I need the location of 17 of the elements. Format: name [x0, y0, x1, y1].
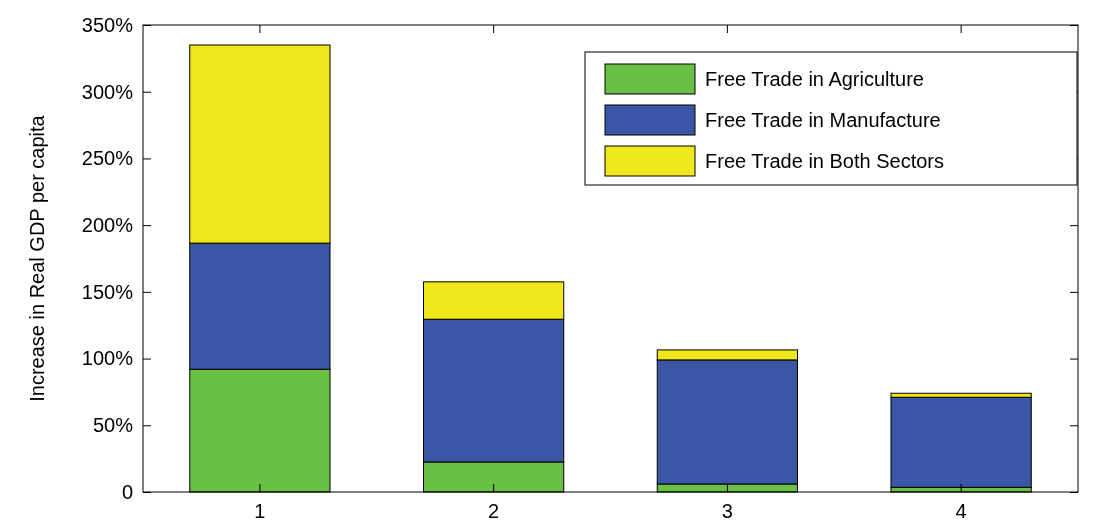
y-tick-label: 250% — [81, 147, 134, 170]
x-tick-label: 4 — [955, 500, 967, 523]
y-tick-label: 150% — [81, 280, 134, 303]
x-tick-label: 1 — [254, 500, 266, 523]
x-tick-label: 3 — [721, 500, 733, 523]
y-tick-label: 200% — [81, 214, 134, 237]
y-tick-label: 100% — [81, 347, 134, 370]
legend-label: Free Trade in Both Sectors — [705, 150, 945, 172]
legend-label: Free Trade in Agriculture — [705, 68, 924, 90]
x-tick-label: 2 — [488, 500, 500, 523]
y-tick-label: 350% — [81, 13, 134, 36]
y-axis-title: Increase in Real GDP per capita — [26, 114, 48, 402]
y-tick-label: 50% — [92, 414, 134, 437]
legend-label: Free Trade in Manufacture — [705, 109, 941, 131]
bar — [890, 396, 1032, 488]
y-tick-label: 0 — [121, 480, 133, 503]
y-tick-label: 300% — [81, 80, 134, 103]
